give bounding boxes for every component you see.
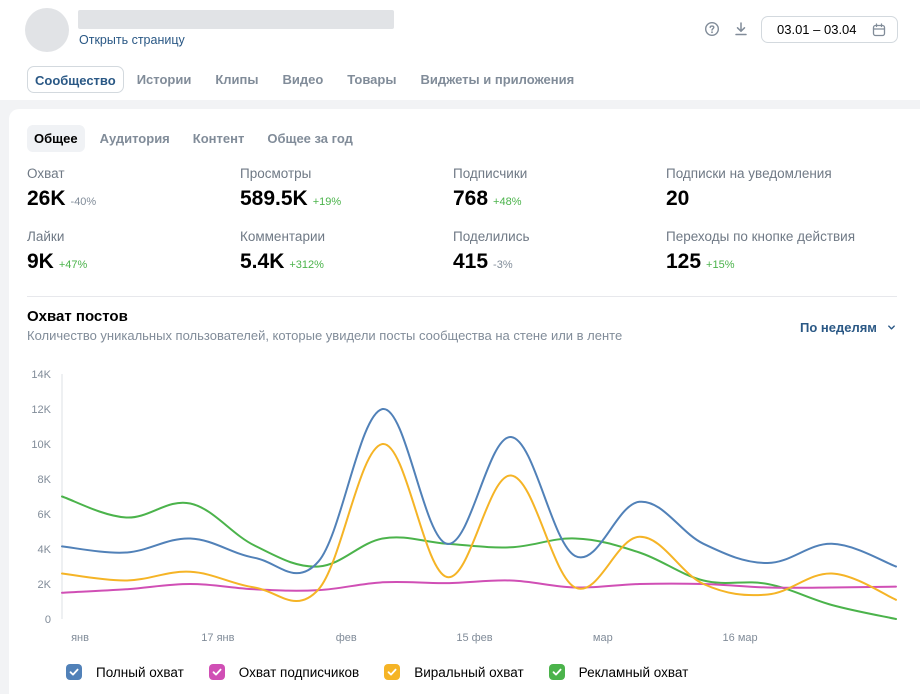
date-range-button[interactable]: 03.01 – 03.04	[761, 16, 898, 43]
chevron-down-icon	[887, 325, 895, 330]
reach-chart: 0 2K 4K 6K 8K 10K 12K 14K янв 17 янв фев 15 фев мар…	[31, 369, 897, 644]
metric-value: 20	[666, 187, 690, 210]
tab-stories[interactable]: Истории	[136, 72, 192, 87]
section-tabs: Сообщество Истории Клипы Видео Товары Ви…	[27, 66, 598, 93]
metric-delta: +312%	[289, 259, 324, 271]
metric-shares: Поделились 415 -3%	[453, 229, 529, 274]
checkbox-icon[interactable]	[208, 664, 225, 680]
stats-subtabs: Общее Аудитория Контент Общее за год	[27, 125, 376, 152]
metric-value: 589.5K	[240, 187, 308, 210]
metric-delta: +15%	[706, 259, 735, 271]
series-viral-reach	[61, 442, 897, 602]
tab-widgets[interactable]: Виджеты и приложения	[420, 72, 575, 87]
metric-action-clicks: Переходы по кнопке действия 125 +15%	[666, 229, 855, 274]
metric-comments: Комментарии 5.4K +312%	[240, 229, 325, 274]
chart-subtitle: Количество уникальных пользователей, кот…	[27, 328, 623, 343]
x-tick-label: 17 янв	[201, 632, 234, 644]
metric-value: 9K	[27, 250, 54, 273]
metric-value: 125	[666, 250, 702, 273]
metric-delta: -40%	[70, 196, 97, 208]
metric-label: Просмотры	[240, 166, 312, 181]
subtab-audience[interactable]: Аудитория	[99, 131, 170, 146]
y-tick-label: 4K	[38, 544, 52, 556]
series-total-reach	[61, 407, 897, 575]
community-name	[78, 10, 394, 29]
metric-likes: Лайки 9K +47%	[27, 229, 87, 274]
x-tick-label: 16 мар	[723, 632, 758, 644]
y-tick-label: 12K	[31, 404, 51, 416]
legend-label: Полный охват	[96, 664, 184, 680]
metric-label: Переходы по кнопке действия	[666, 229, 856, 244]
series-ads-reach	[61, 495, 897, 620]
checkbox-icon[interactable]	[548, 664, 565, 680]
metric-label: Охват	[27, 166, 65, 181]
metric-notifications: Подписки на уведомления 20	[666, 166, 832, 211]
subtab-content[interactable]: Контент	[192, 131, 245, 146]
legend-subscriber-reach[interactable]: Охват подписчиков	[208, 664, 360, 680]
x-tick-label: янв	[71, 632, 89, 644]
y-tick-label: 8K	[38, 474, 52, 486]
legend-label: Виральный охват	[414, 664, 524, 680]
metric-value: 415	[453, 250, 489, 273]
metric-delta: +19%	[312, 196, 342, 208]
metric-label: Лайки	[27, 229, 65, 244]
download-icon[interactable]	[733, 21, 749, 37]
metric-delta: +47%	[58, 259, 88, 271]
chart-title: Охват постов	[27, 308, 128, 325]
metric-label: Подписчики	[453, 166, 528, 181]
calendar-icon	[872, 23, 886, 37]
y-tick-label: 6K	[38, 509, 52, 521]
metric-value: 768	[453, 187, 489, 210]
metric-delta: +48%	[493, 196, 522, 208]
metric-label: Поделились	[453, 229, 530, 244]
series-subscriber-reach	[61, 579, 897, 594]
divider	[27, 296, 897, 297]
chart-legend: Полный охват Охват подписчиков Виральный…	[66, 664, 713, 680]
metric-delta: -3%	[493, 259, 513, 271]
metric-reach: Охват 26K -40%	[27, 166, 96, 211]
tab-clips[interactable]: Клипы	[215, 72, 259, 87]
y-tick-label: 0	[45, 614, 51, 626]
x-tick-label: мар	[593, 632, 613, 644]
y-tick-label: 10K	[31, 439, 51, 451]
metric-value: 26K	[27, 187, 66, 210]
period-dropdown[interactable]: По неделям	[800, 320, 896, 335]
metric-views: Просмотры 589.5K +19%	[240, 166, 341, 211]
metric-value: 5.4K	[240, 250, 285, 273]
period-label: По неделям	[800, 320, 877, 335]
legend-label: Рекламный охват	[578, 664, 689, 680]
open-page-link[interactable]: Открыть страницу	[79, 33, 185, 47]
metric-subscribers: Подписчики 768 +48%	[453, 166, 527, 211]
subtab-year[interactable]: Общее за год	[267, 131, 353, 146]
tab-goods[interactable]: Товары	[347, 72, 397, 87]
checkbox-icon[interactable]	[384, 664, 401, 680]
tab-video[interactable]: Видео	[282, 72, 324, 87]
subtab-overview[interactable]: Общее	[27, 125, 85, 152]
community-header: Открыть страницу 03.01 – 03.04 Сообществ…	[0, 0, 920, 100]
legend-viral-reach[interactable]: Виральный охват	[384, 664, 524, 680]
metric-label: Подписки на уведомления	[666, 166, 832, 181]
x-tick-label: фев	[336, 632, 357, 644]
y-tick-label: 14K	[31, 369, 51, 381]
legend-ads-reach[interactable]: Рекламный охват	[548, 664, 689, 680]
avatar[interactable]	[25, 8, 69, 52]
x-tick-label: 15 фев	[456, 632, 492, 644]
checkbox-icon[interactable]	[66, 664, 82, 680]
metric-label: Комментарии	[240, 229, 326, 244]
date-range-label: 03.01 – 03.04	[777, 22, 857, 37]
help-icon[interactable]	[704, 21, 720, 37]
legend-total-reach[interactable]: Полный охват	[66, 664, 184, 680]
legend-label: Охват подписчиков	[238, 664, 360, 680]
y-tick-label: 2K	[38, 579, 52, 591]
tab-community[interactable]: Сообщество	[27, 66, 124, 93]
statistics-card	[9, 109, 920, 694]
